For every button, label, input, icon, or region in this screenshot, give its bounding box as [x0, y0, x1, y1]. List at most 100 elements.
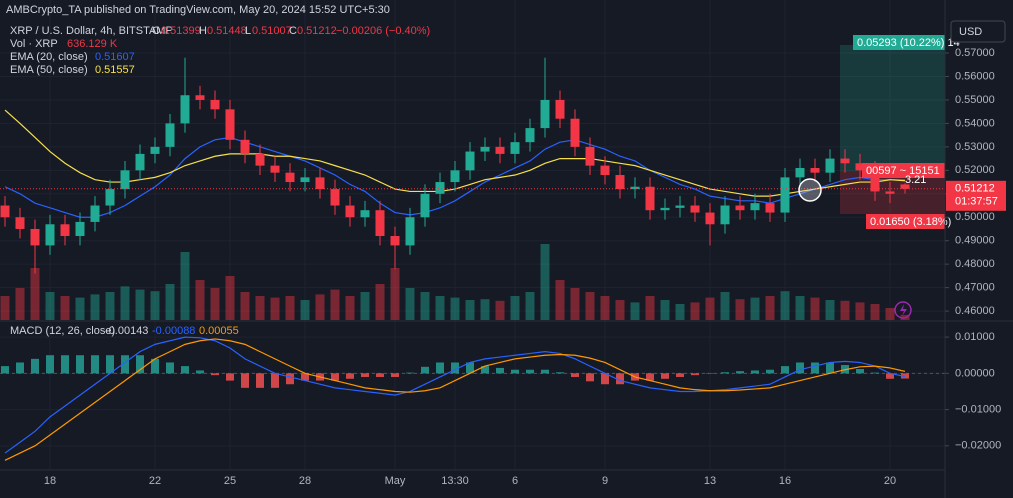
y-tick-label: 0.48000: [955, 258, 995, 270]
close-value: 0.51212: [297, 25, 337, 37]
candle-body: [825, 158, 835, 173]
last-price: 0.51212: [955, 183, 995, 195]
candle-body: [645, 186, 655, 211]
close-label: C: [289, 25, 297, 37]
volume-bar: [270, 297, 280, 320]
volume-bar: [240, 292, 250, 320]
candle-body: [330, 189, 340, 206]
macd-histogram-bar: [826, 362, 834, 374]
macd-histogram-bar: [721, 372, 729, 374]
candle-body: [390, 236, 400, 246]
candle-body: [780, 177, 790, 213]
volume-bar: [795, 296, 805, 320]
volume-bar: [660, 300, 670, 320]
loss-label: 0.01650 (3.18%): [870, 216, 951, 228]
currency: USD: [959, 26, 982, 38]
volume-bar: [195, 280, 205, 320]
x-tick-label: May: [385, 475, 406, 487]
macd-line-value: -0.00088: [152, 325, 195, 337]
high-label: H: [199, 25, 207, 37]
currency-button[interactable]: [950, 20, 1006, 43]
macd-histogram-bar: [511, 369, 519, 374]
macd-histogram-bar: [586, 373, 594, 382]
macd-histogram-bar: [781, 366, 789, 374]
alert-icon[interactable]: [894, 301, 912, 319]
axes: 0.460000.470000.480000.490000.500000.510…: [44, 47, 1006, 487]
y-tick-label: 0.54000: [955, 117, 995, 129]
candle-body: [75, 221, 85, 237]
candle-body: [375, 210, 385, 237]
profit-zone: [840, 45, 945, 172]
volume-bar: [300, 300, 310, 320]
candle-body: [150, 146, 160, 154]
candle-body: [195, 95, 205, 100]
volume-bar: [765, 296, 775, 320]
volume-bar: [135, 289, 145, 320]
ratio-label: 3.21: [905, 174, 926, 186]
y-tick-label: 0.47000: [955, 282, 995, 294]
volume-bar: [600, 296, 610, 320]
last-price-box: [946, 180, 1006, 211]
high-value: 0.51448: [207, 25, 247, 37]
macd-histogram-bar: [706, 372, 714, 374]
volume-bar: [720, 292, 730, 320]
candle-body: [105, 189, 115, 206]
y-tick-label: −0.02000: [955, 440, 1001, 452]
y-tick-label: 0.00000: [955, 367, 995, 379]
macd-histogram-bar: [691, 373, 699, 376]
macd-histogram-bar: [91, 355, 99, 374]
candle-body: [615, 175, 625, 190]
volume-bar: [105, 292, 115, 320]
macd-histogram-bar: [346, 373, 354, 379]
profit-label-box: [853, 35, 945, 50]
volume-bar: [390, 268, 400, 320]
candle-body: [510, 142, 520, 154]
macd-histogram-bar: [796, 362, 804, 374]
volume-bar: [705, 297, 715, 320]
volume-bar: [90, 294, 100, 320]
candle-body: [480, 146, 490, 152]
macd-histogram-bar: [571, 373, 579, 377]
volume-bar: [855, 302, 865, 320]
candle-body: [90, 205, 100, 222]
volume-bar: [645, 296, 655, 320]
legend: AMBCrypto_TA published on TradingView.co…: [6, 4, 1006, 337]
volume-bar: [480, 299, 490, 320]
volume-bar: [870, 304, 880, 320]
y-tick-label: 0.01000: [955, 331, 995, 343]
volume-bar: [495, 300, 505, 320]
macd-histogram-bar: [106, 355, 114, 374]
volume-bar: [255, 296, 265, 320]
volume-bar: [45, 292, 55, 320]
macd-signal-value: 0.00055: [199, 325, 239, 337]
macd-histogram-bar: [121, 355, 129, 374]
macd-histogram-bar: [31, 358, 39, 374]
highlight-circle: [798, 178, 822, 202]
volume-bar: [510, 296, 520, 320]
volume-bar: [405, 288, 415, 320]
macd-histogram-bar: [1, 366, 9, 374]
y-tick-label: 0.57000: [955, 47, 995, 59]
candle-body: [345, 205, 355, 218]
macd-histogram-bar: [751, 370, 759, 374]
y-tick-label: −0.01000: [955, 403, 1001, 415]
candle-body: [600, 165, 610, 176]
candle-body: [630, 186, 640, 190]
symbol-title: XRP / U.S. Dollar, 4h, BITSTAMP: [10, 25, 173, 37]
volume-bar: [15, 288, 25, 320]
macd-line: [4, 338, 906, 461]
x-tick-label: 25: [224, 475, 236, 487]
macd-histogram-bar: [391, 373, 399, 377]
candle-body: [720, 205, 730, 225]
candle-body: [270, 165, 280, 173]
volume-bar: [0, 296, 10, 320]
volume-bar: [60, 296, 70, 320]
x-tick-label: 13: [704, 475, 716, 487]
macd-histogram-bar: [556, 372, 564, 374]
profit-label: 0.05293 (10.22%) 14: [857, 37, 960, 49]
volume-bar: [375, 284, 385, 320]
candle-body: [285, 172, 295, 183]
macd-histogram-bar: [436, 362, 444, 374]
candle-body: [525, 128, 535, 143]
